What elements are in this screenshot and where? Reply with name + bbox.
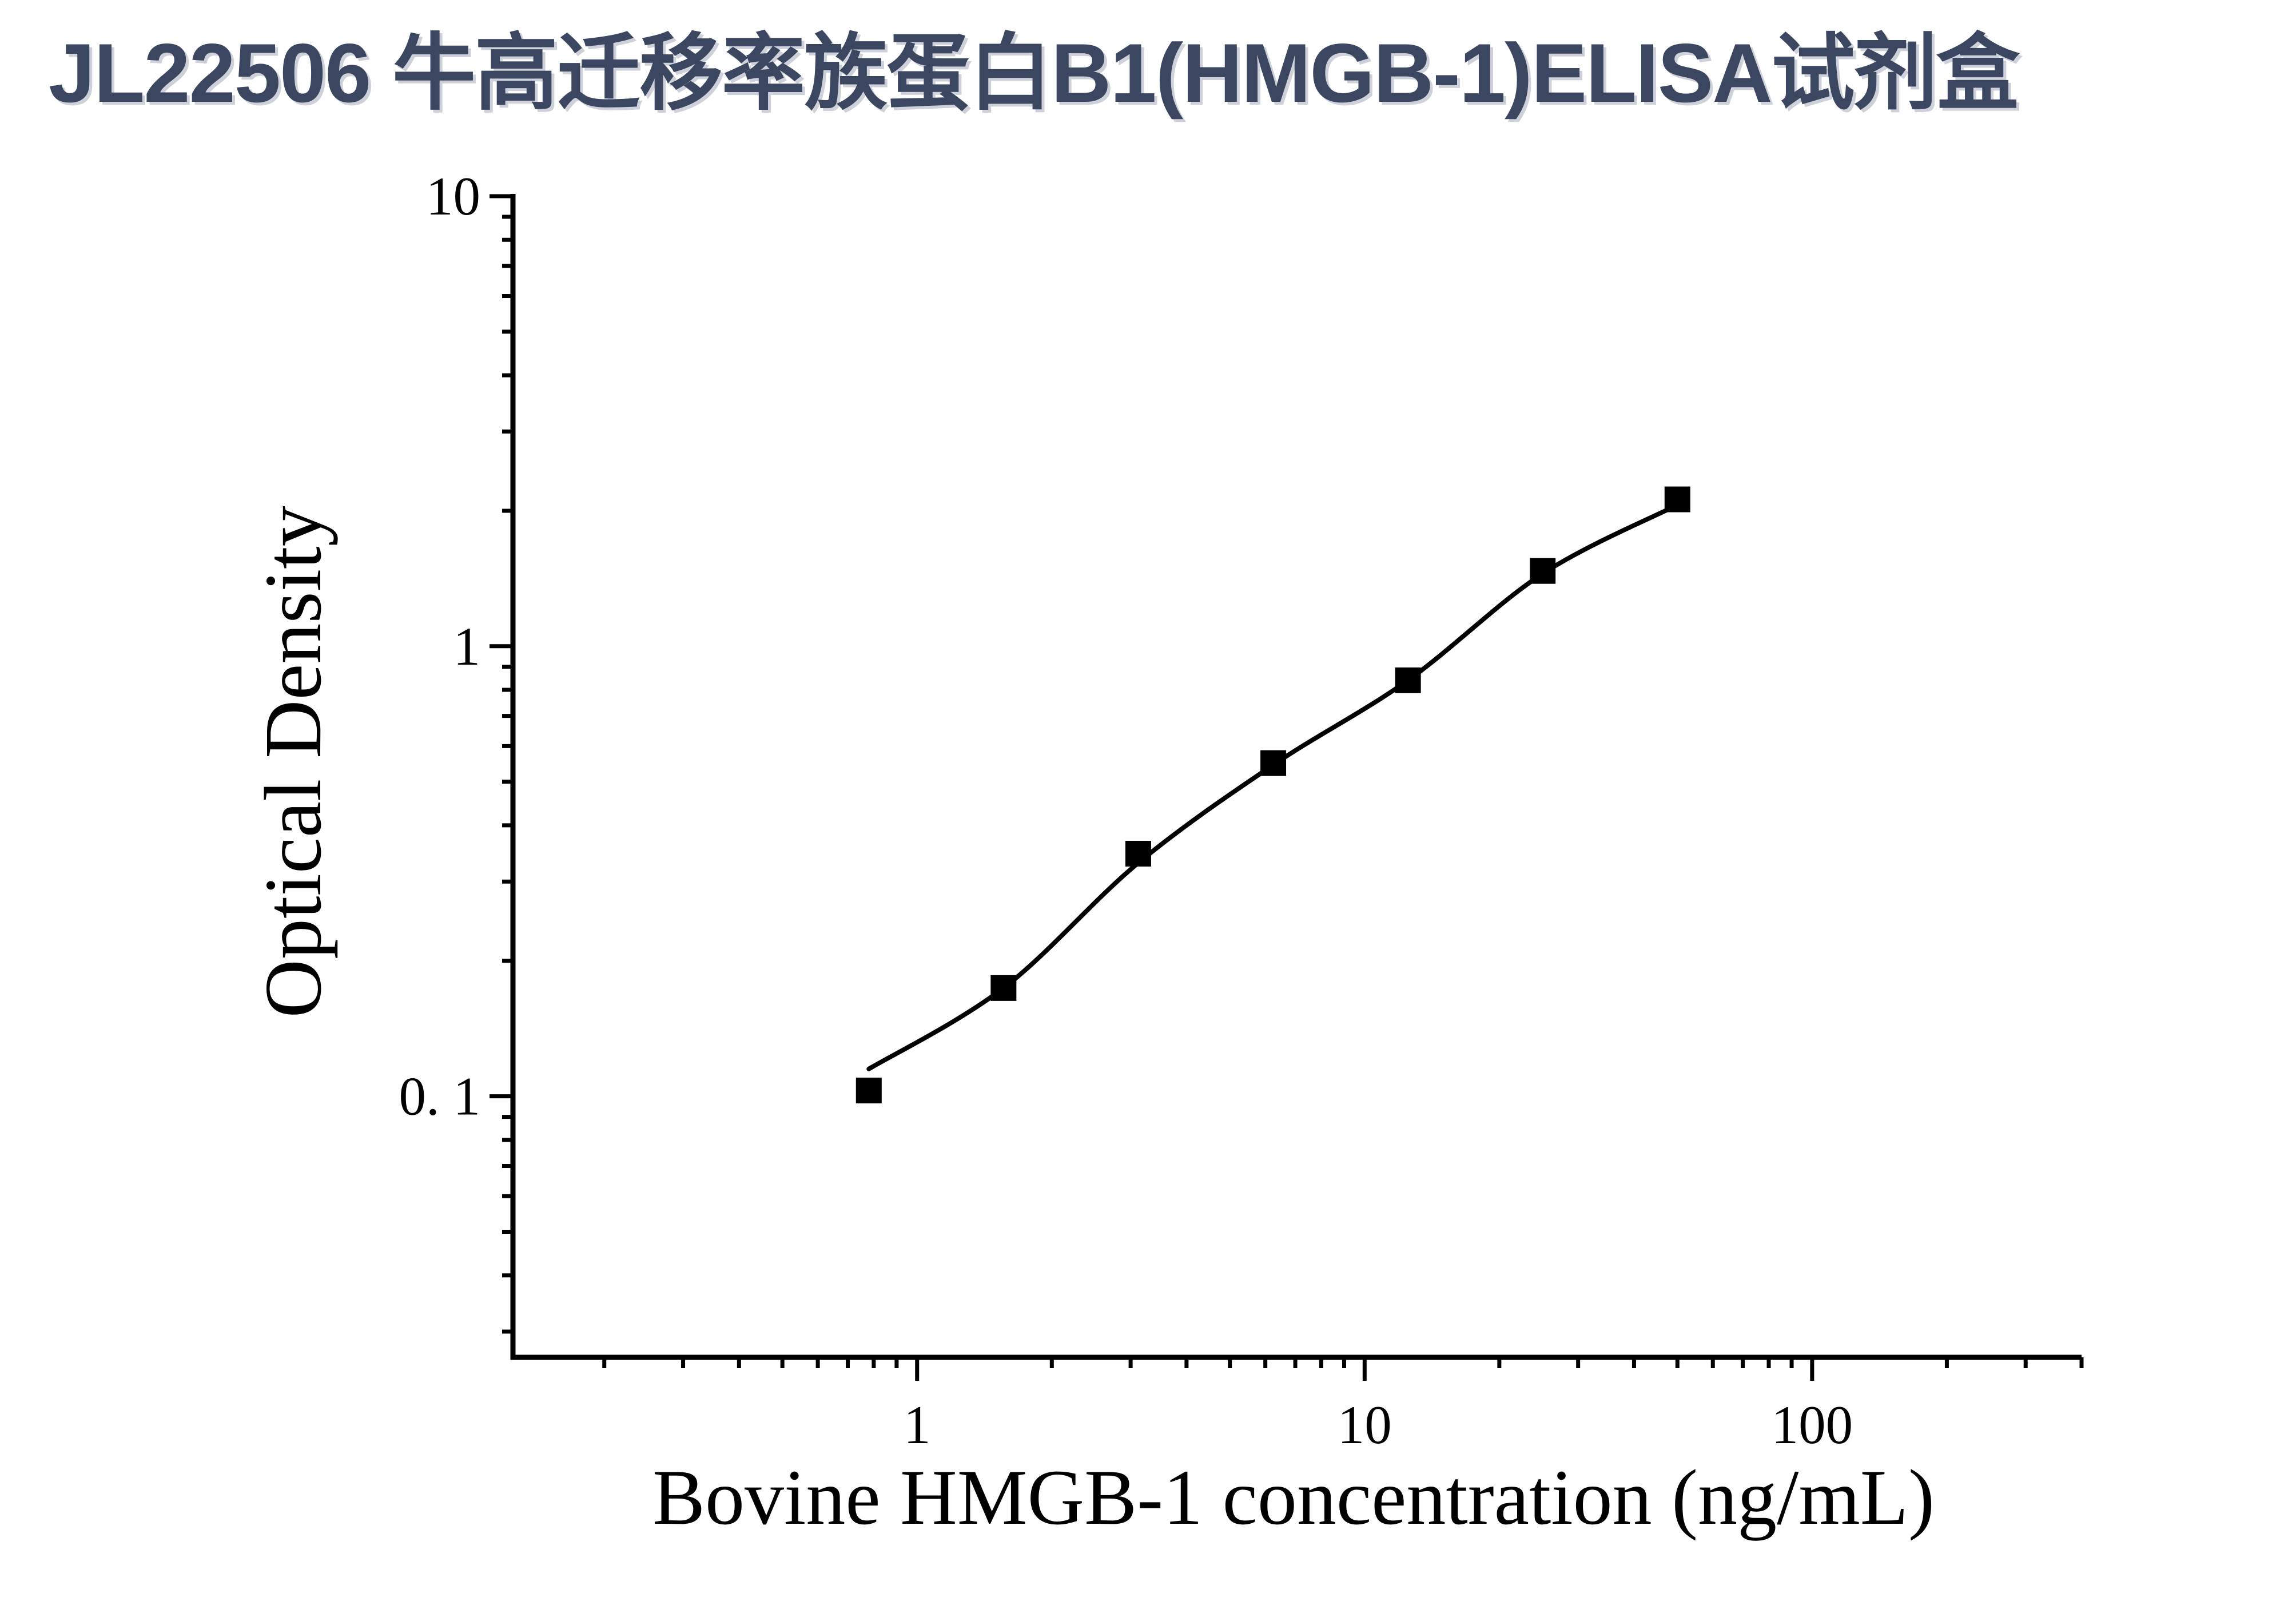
y-axis-tick-label: 10 xyxy=(426,166,480,227)
y-axis-tick-label: 0. 1 xyxy=(399,1066,481,1127)
plot-area: 10 1 0. 1 1 10 100 xyxy=(399,166,2084,1455)
y-axis-title: Optical Density xyxy=(248,506,338,1018)
data-point-marker xyxy=(1395,667,1421,693)
fitted-curve-path xyxy=(866,502,1680,1071)
data-point-marker xyxy=(1530,558,1556,584)
data-point-marker xyxy=(1125,840,1151,867)
data-point-marker xyxy=(855,1078,882,1104)
x-axis-title: Bovine HMGB-1 concentration (ng/mL) xyxy=(652,1453,1935,1541)
data-point-marker xyxy=(990,975,1017,1001)
x-axis-tick-label: 1 xyxy=(904,1395,931,1455)
y-axis-tick-label: 1 xyxy=(453,616,481,677)
data-point-marker xyxy=(1260,750,1287,776)
x-axis-tick-label: 10 xyxy=(1338,1395,1392,1455)
x-axis-tick-label: 100 xyxy=(1772,1395,1853,1455)
page-title: JL22506 牛高迁移率族蛋白B1(HMGB-1)ELISA试剂盒 xyxy=(49,26,2020,120)
data-point-marker xyxy=(1664,486,1690,513)
